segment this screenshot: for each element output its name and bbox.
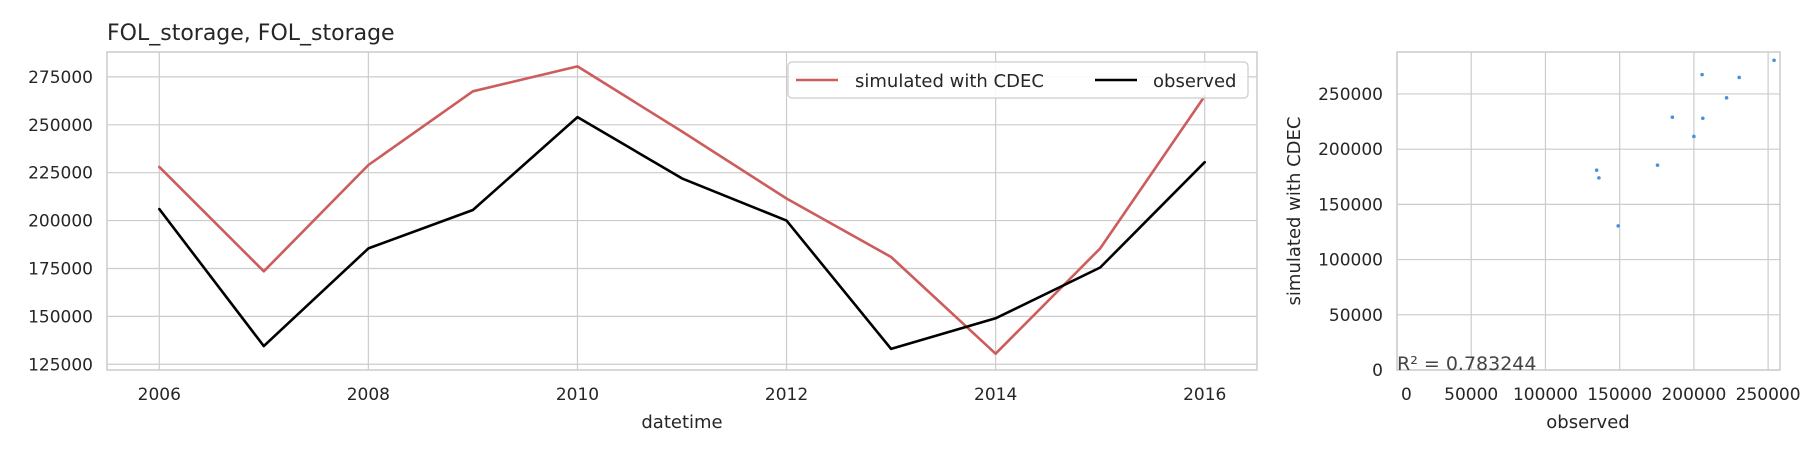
- scatter-chart-plot-frame: [1396, 51, 1781, 371]
- scatter-point: [1692, 134, 1696, 139]
- line-chart-y-ticks: 125000 150000 175000 200000 225000 250000 2750…: [28, 68, 93, 375]
- x-tick-label: 150000: [1587, 385, 1652, 405]
- scatter-point: [1655, 163, 1660, 167]
- line-chart-plot-frame: [106, 51, 1258, 371]
- scatter-chart: 0 50000 100000 150000 200000 250000 0 50000 100…: [1284, 51, 1800, 433]
- y-tick-label: 225000: [28, 164, 93, 184]
- x-tick-label: 2010: [556, 385, 599, 405]
- scatter-point: [1737, 75, 1741, 80]
- legend-label-observed: observed: [1153, 71, 1236, 92]
- scatter-chart-x-ticks: 0 50000 100000 150000 200000 250000: [1401, 385, 1800, 405]
- x-axis-label: observed: [1546, 412, 1629, 433]
- y-tick-label: 200000: [1318, 140, 1383, 160]
- line-chart-x-ticks: 2006 2008 2010 2012 2014 2016: [138, 385, 1227, 405]
- line-chart: FOL_storage, FOL_storage 2006 2008 2010 201…: [28, 21, 1258, 433]
- series-line-observed: [158, 115, 1206, 351]
- y-tick-label: 250000: [28, 116, 93, 136]
- y-tick-label: 275000: [28, 68, 93, 88]
- chart-title: FOL_storage, FOL_storage: [107, 21, 395, 46]
- legend-box: [787, 61, 1249, 99]
- x-tick-label: 2012: [765, 385, 808, 405]
- x-tick-label: 0: [1401, 385, 1412, 405]
- y-tick-label: 150000: [1318, 195, 1383, 215]
- y-tick-label: 125000: [28, 355, 93, 375]
- chart-legend: simulated with CDEC observed: [787, 61, 1249, 99]
- y-tick-label: 100000: [1318, 251, 1383, 271]
- scatter-point: [1594, 168, 1599, 172]
- x-tick-label: 2016: [1183, 385, 1226, 405]
- scatter-point: [1700, 72, 1704, 77]
- series-line-simulated: [158, 65, 1206, 356]
- scatter-point: [1701, 116, 1705, 121]
- y-tick-label: 150000: [28, 307, 93, 327]
- x-tick-label: 250000: [1736, 385, 1800, 405]
- scatter-point: [1616, 224, 1620, 228]
- y-tick-label: 175000: [28, 259, 93, 279]
- line-chart-grid: [107, 52, 1257, 370]
- x-tick-label: 50000: [1444, 385, 1498, 405]
- y-tick-label: 50000: [1329, 306, 1383, 326]
- scatter-point: [1772, 58, 1776, 63]
- scatter-chart-points: [1594, 58, 1776, 228]
- scatter-point: [1670, 115, 1675, 119]
- y-tick-label: 250000: [1318, 85, 1383, 105]
- r-squared-annotation: R² = 0.783244: [1397, 353, 1536, 375]
- x-axis-label: datetime: [641, 412, 722, 433]
- x-tick-label: 2008: [347, 385, 390, 405]
- scatter-chart-y-ticks: 0 50000 100000 150000 200000 250000: [1318, 85, 1383, 381]
- y-tick-label: 200000: [28, 212, 93, 232]
- x-tick-label: 100000: [1513, 385, 1578, 405]
- x-tick-label: 2006: [138, 385, 181, 405]
- x-tick-label: 200000: [1661, 385, 1726, 405]
- y-tick-label: 0: [1372, 361, 1383, 381]
- scatter-point: [1724, 96, 1729, 100]
- scatter-chart-grid: [1396, 52, 1780, 371]
- scatter-point: [1597, 176, 1601, 180]
- line-chart-series: [158, 65, 1206, 356]
- y-axis-label: simulated with CDEC: [1284, 117, 1305, 306]
- legend-label-simulated: simulated with CDEC: [855, 71, 1044, 92]
- x-tick-label: 2014: [974, 385, 1017, 405]
